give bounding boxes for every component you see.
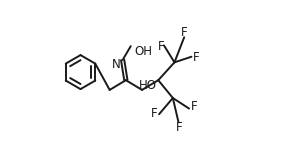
Text: OH: OH bbox=[135, 45, 153, 58]
Text: F: F bbox=[151, 107, 158, 120]
Text: N: N bbox=[112, 58, 121, 70]
Text: F: F bbox=[176, 121, 183, 134]
Text: F: F bbox=[193, 51, 199, 64]
Text: HO: HO bbox=[139, 79, 157, 92]
Text: F: F bbox=[158, 40, 164, 53]
Text: F: F bbox=[191, 100, 197, 113]
Text: F: F bbox=[181, 26, 188, 39]
